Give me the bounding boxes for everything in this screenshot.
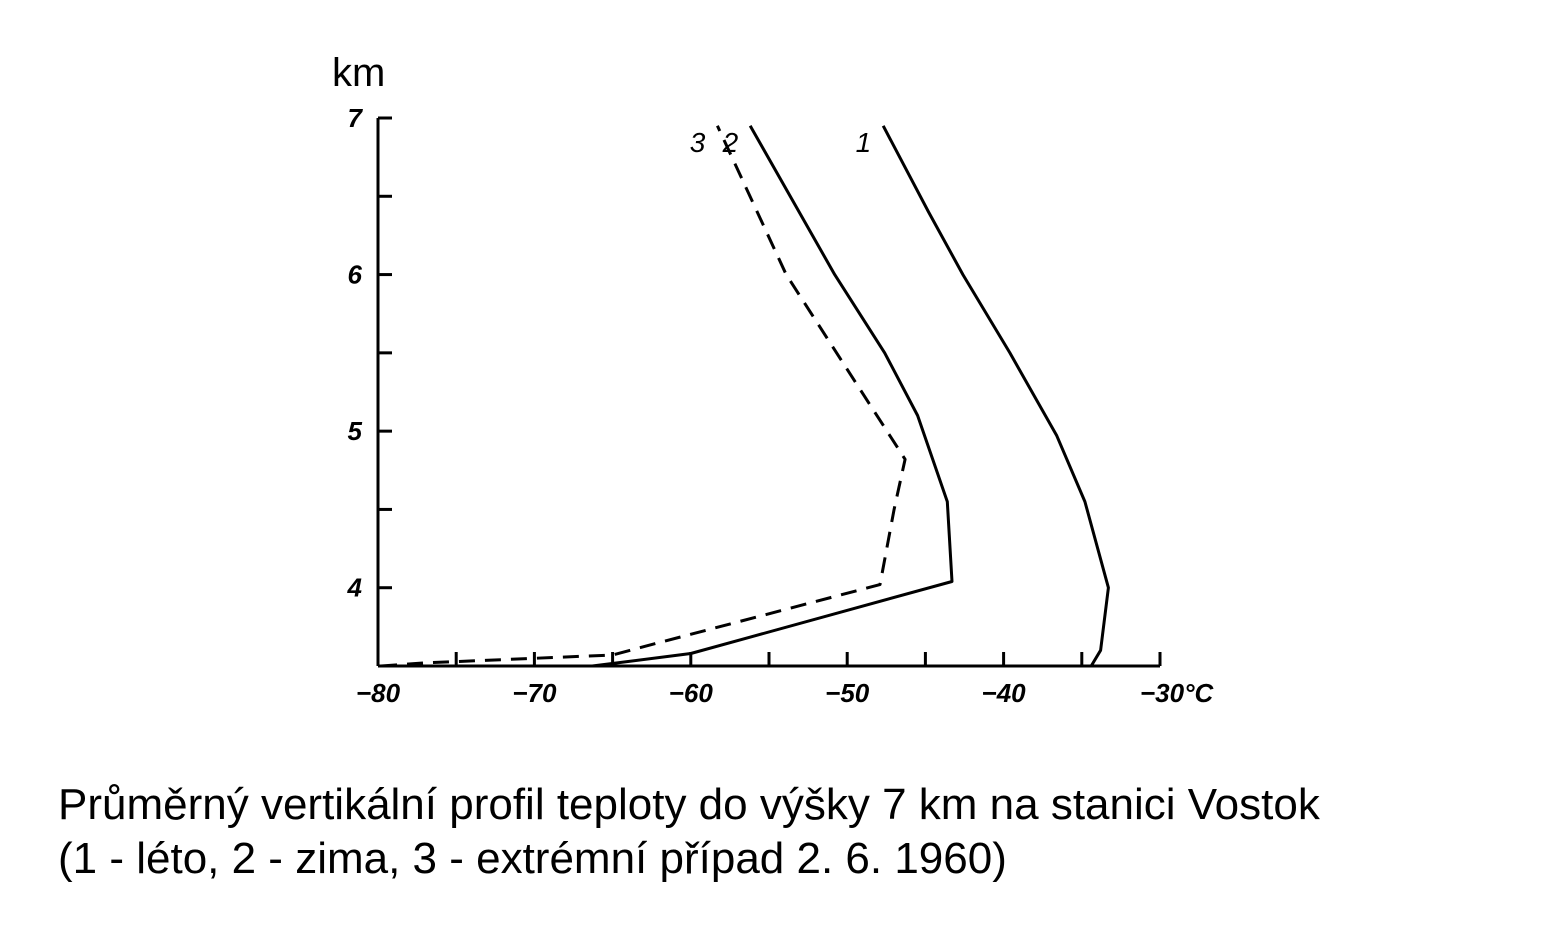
chart: km 4 5 6 7 −80 −70 −60 −50 −40 −30°C 1 23 [332, 51, 1215, 708]
y-tick-label: 7 [348, 103, 364, 133]
x-tick-label: −70 [512, 678, 557, 708]
y-tick-label: 4 [347, 573, 363, 603]
series-number-label: 2 [722, 127, 739, 158]
data-series: 1 23 [380, 125, 1110, 668]
y-tick-label: 6 [348, 260, 363, 290]
x-tick-label: −60 [669, 678, 714, 708]
caption-line-1: Průměrný vertikální profil teploty do vý… [58, 780, 1320, 829]
y-axis-label: km [332, 51, 385, 95]
x-tick-label: −40 [982, 678, 1027, 708]
caption-line-2: (1 - léto, 2 - zima, 3 - extrémní případ… [58, 834, 1007, 883]
x-axis-ticks: −80 −70 −60 −50 −40 −30°C [356, 652, 1215, 708]
y-axis-ticks: 4 5 6 7 [347, 103, 392, 668]
x-tick-label: −80 [356, 678, 401, 708]
y-tick-label: 5 [348, 416, 363, 446]
x-tick-label: −30°C [1140, 678, 1215, 708]
series-number-label: 3 [690, 127, 706, 158]
series-line-3 [380, 125, 907, 668]
series-line-2 [592, 125, 954, 668]
x-tick-label: −50 [825, 678, 870, 708]
series-line-1 [881, 125, 1110, 667]
series-number-label: 1 [856, 127, 872, 158]
figure-caption: Průměrný vertikální profil teploty do vý… [58, 778, 1538, 886]
